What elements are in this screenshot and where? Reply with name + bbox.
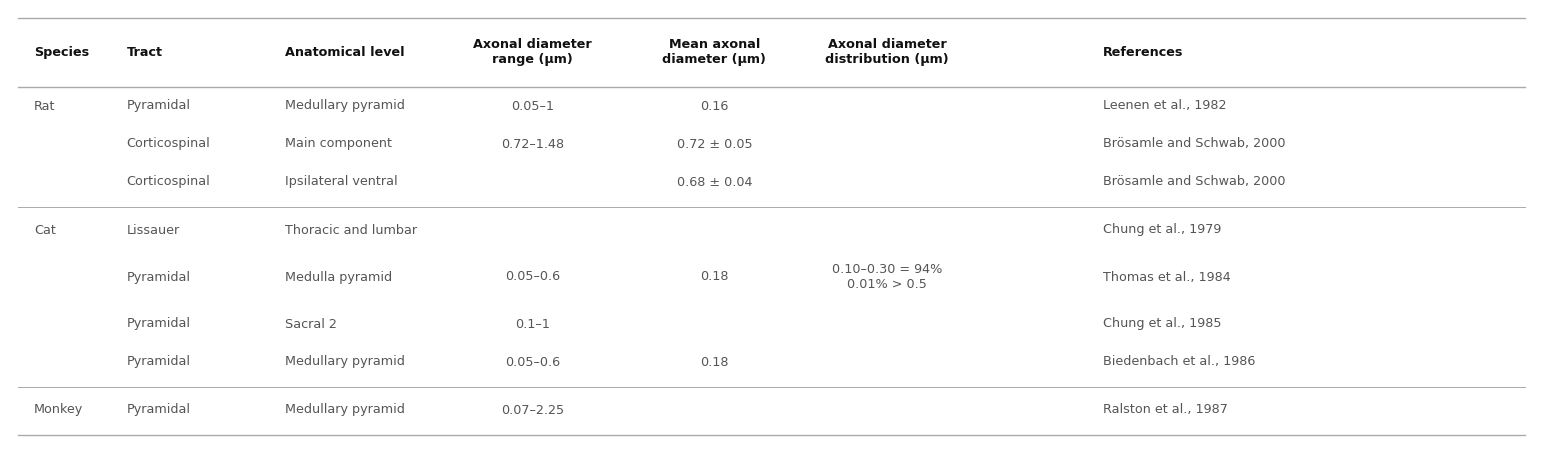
Text: 0.18: 0.18 [701, 356, 728, 369]
Text: Monkey: Monkey [34, 403, 83, 417]
Text: Axonal diameter
distribution (μm): Axonal diameter distribution (μm) [826, 38, 949, 66]
Text: References: References [1103, 45, 1183, 58]
Text: Medullary pyramid: Medullary pyramid [285, 356, 406, 369]
Text: 0.10–0.30 = 94%
0.01% > 0.5: 0.10–0.30 = 94% 0.01% > 0.5 [832, 263, 943, 291]
Text: Cat: Cat [34, 224, 56, 237]
Text: Medulla pyramid: Medulla pyramid [285, 270, 392, 283]
Text: Tract: Tract [127, 45, 162, 58]
Text: Main component: Main component [285, 138, 392, 150]
Text: 0.72–1.48: 0.72–1.48 [501, 138, 563, 150]
Text: Brösamle and Schwab, 2000: Brösamle and Schwab, 2000 [1103, 175, 1285, 188]
Text: Pyramidal: Pyramidal [127, 403, 190, 417]
Text: 0.16: 0.16 [701, 100, 728, 113]
Text: Ralston et al., 1987: Ralston et al., 1987 [1103, 403, 1228, 417]
Text: Biedenbach et al., 1986: Biedenbach et al., 1986 [1103, 356, 1256, 369]
Text: Pyramidal: Pyramidal [127, 318, 190, 331]
Text: 0.05–0.6: 0.05–0.6 [505, 270, 560, 283]
Text: Ipsilateral ventral: Ipsilateral ventral [285, 175, 398, 188]
Text: Corticospinal: Corticospinal [127, 175, 210, 188]
Text: Species: Species [34, 45, 89, 58]
Text: Pyramidal: Pyramidal [127, 100, 190, 113]
Text: Medullary pyramid: Medullary pyramid [285, 403, 406, 417]
Text: Thoracic and lumbar: Thoracic and lumbar [285, 224, 418, 237]
Text: 0.72 ± 0.05: 0.72 ± 0.05 [676, 138, 753, 150]
Text: Chung et al., 1985: Chung et al., 1985 [1103, 318, 1222, 331]
Text: 0.18: 0.18 [701, 270, 728, 283]
Text: Leenen et al., 1982: Leenen et al., 1982 [1103, 100, 1227, 113]
Text: 0.05–0.6: 0.05–0.6 [505, 356, 560, 369]
Text: Brösamle and Schwab, 2000: Brösamle and Schwab, 2000 [1103, 138, 1285, 150]
Text: Lissauer: Lissauer [127, 224, 181, 237]
Text: Pyramidal: Pyramidal [127, 270, 190, 283]
Text: Rat: Rat [34, 100, 56, 113]
Text: 0.68 ± 0.04: 0.68 ± 0.04 [677, 175, 751, 188]
Text: 0.05–1: 0.05–1 [511, 100, 554, 113]
Text: Thomas et al., 1984: Thomas et al., 1984 [1103, 270, 1231, 283]
Text: Axonal diameter
range (μm): Axonal diameter range (μm) [474, 38, 591, 66]
Text: Pyramidal: Pyramidal [127, 356, 190, 369]
Text: Chung et al., 1979: Chung et al., 1979 [1103, 224, 1222, 237]
Text: 0.1–1: 0.1–1 [515, 318, 549, 331]
Text: 0.07–2.25: 0.07–2.25 [501, 403, 563, 417]
Text: Medullary pyramid: Medullary pyramid [285, 100, 406, 113]
Text: Corticospinal: Corticospinal [127, 138, 210, 150]
Text: Mean axonal
diameter (μm): Mean axonal diameter (μm) [662, 38, 767, 66]
Text: Anatomical level: Anatomical level [285, 45, 406, 58]
Text: Sacral 2: Sacral 2 [285, 318, 338, 331]
